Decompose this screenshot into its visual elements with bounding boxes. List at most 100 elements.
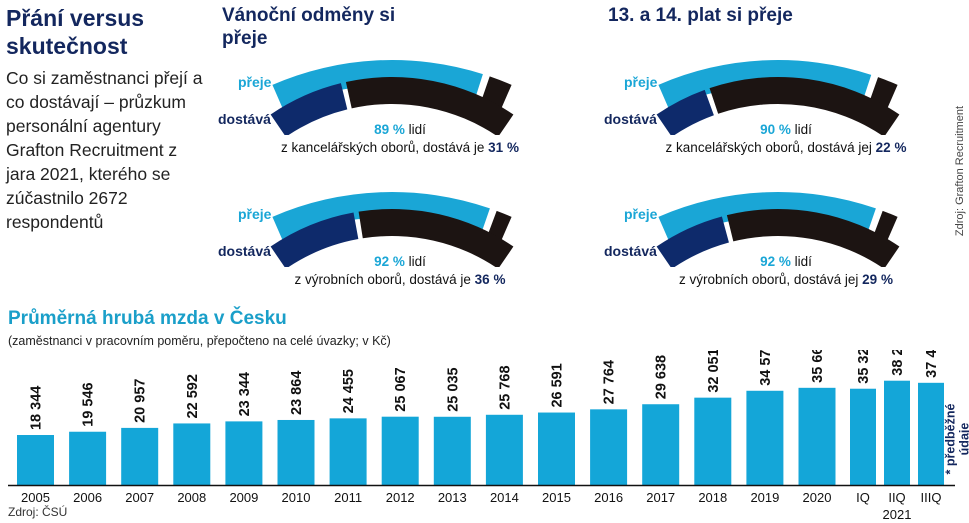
x-tick-label: 2017 xyxy=(646,490,675,505)
bar xyxy=(918,382,944,485)
get-arc-rest xyxy=(726,209,900,267)
get-arc-filled xyxy=(656,89,714,135)
bar-value-label: 25 035 xyxy=(445,367,461,411)
get-caption: z výrobních oborů, dostává je 36 % xyxy=(240,272,560,287)
want-arc-rest xyxy=(487,210,512,240)
x-tick-label: 2016 xyxy=(594,490,623,505)
get-arc-rest xyxy=(709,77,900,135)
get-caption: z kancelářských oborů, dostává je 31 % xyxy=(240,140,560,155)
x-tick-label: 2006 xyxy=(73,490,102,505)
gauge-panel: přeje dostává 92 % lidí z výrobních obor… xyxy=(586,132,969,287)
bar-value-label: 29 638 xyxy=(654,355,670,399)
bar-value-label: 24 455 xyxy=(341,369,357,413)
chart-title: Průměrná hrubá mzda v Česku xyxy=(8,308,287,329)
bar-value-label: 20 957 xyxy=(133,379,149,423)
want-caption: 89 % lidí xyxy=(260,122,540,137)
bar xyxy=(798,387,836,485)
bar xyxy=(69,431,107,485)
bar-value-label: 32 051 xyxy=(706,350,722,393)
get-percent: 29 % xyxy=(862,272,893,287)
want-label: přeje xyxy=(624,206,658,222)
bar xyxy=(884,380,910,485)
bar-value-label: 23 864 xyxy=(289,371,305,415)
x-tick-label: IIIQ xyxy=(921,490,942,505)
caption-text: z výrobních oborů, dostává jej xyxy=(679,272,859,287)
main-title: Přání versus skutečnost xyxy=(6,5,145,59)
get-caption: z kancelářských oborů, dostává jej 22 % xyxy=(626,140,946,155)
bar xyxy=(433,416,471,485)
section-title-christmas: Vánoční odměny si přeje xyxy=(222,5,396,49)
x-tick-label: 2013 xyxy=(438,490,467,505)
get-percent: 31 % xyxy=(488,140,519,155)
people-word: lidí xyxy=(794,254,812,269)
bar-value-label: 22 592 xyxy=(185,374,201,418)
want-percent: 90 % xyxy=(760,122,791,137)
bar-value-label: 25 768 xyxy=(497,365,513,409)
bar-value-label: 35 329* xyxy=(856,350,872,384)
x-tick-label: 2010 xyxy=(282,490,311,505)
people-word: lidí xyxy=(794,122,812,137)
bar xyxy=(173,423,211,485)
gauge-panel: přeje dostává 92 % lidí z výrobních obor… xyxy=(200,132,590,287)
get-label: dostává xyxy=(604,111,657,127)
bar-value-label: 38 275* xyxy=(890,350,906,376)
caption-text: z výrobních oborů, dostává je xyxy=(294,272,471,287)
bar xyxy=(381,416,419,485)
want-caption: 90 % lidí xyxy=(646,122,926,137)
gauge-panel: přeje dostává 90 % lidí z kancelářských … xyxy=(586,0,969,155)
chart-source: Zdroj: ČSÚ xyxy=(8,505,68,519)
intro-text: Co si zaměstnanci přejí a co dostávají –… xyxy=(6,68,203,232)
get-arc-filled xyxy=(656,216,729,267)
bar-value-label: 25 067 xyxy=(393,367,409,411)
x-group-label: 2021 xyxy=(883,507,912,522)
people-word: lidí xyxy=(408,254,426,269)
bar xyxy=(121,427,159,485)
want-caption: 92 % lidí xyxy=(646,254,926,269)
bar-value-label: 27 764 xyxy=(602,360,618,404)
want-percent: 92 % xyxy=(760,254,791,269)
get-percent: 22 % xyxy=(875,140,907,155)
bar xyxy=(694,397,732,485)
x-tick-label: 2011 xyxy=(334,490,362,505)
want-arc-rest xyxy=(869,77,898,108)
bar-value-label: 34 578 xyxy=(758,350,774,386)
x-tick-label: IIQ xyxy=(888,490,905,505)
bar xyxy=(485,414,523,485)
x-tick-label: 2008 xyxy=(177,490,206,505)
x-tick-label: 2012 xyxy=(386,490,415,505)
x-tick-label: 2020 xyxy=(803,490,832,505)
want-percent: 92 % xyxy=(374,254,405,269)
want-label: přeje xyxy=(238,74,272,90)
get-arc-rest xyxy=(345,77,514,135)
x-tick-label: IQ xyxy=(856,490,870,505)
want-arc-rest xyxy=(873,210,898,240)
want-percent: 89 % xyxy=(374,122,405,137)
gauge-panel: přeje dostává 89 % lidí z kancelářských … xyxy=(200,0,590,155)
bar xyxy=(225,421,263,485)
bar-chart: 18 344 2005 19 546 2006 20 957 2007 22 592 2008… xyxy=(8,350,955,522)
x-tick-label: 2019 xyxy=(750,490,779,505)
want-label: přeje xyxy=(238,206,272,222)
get-caption: z výrobních oborů, dostává jej 29 % xyxy=(626,272,946,287)
get-percent: 36 % xyxy=(474,272,506,287)
bar-value-label: 19 546 xyxy=(81,382,97,426)
survey-source: Zdroj: Grafton Recruitment xyxy=(954,105,966,237)
bar xyxy=(277,419,315,485)
get-arc-filled xyxy=(270,83,348,135)
want-caption: 92 % lidí xyxy=(260,254,540,269)
x-tick-label: 2014 xyxy=(490,490,519,505)
get-arc-rest xyxy=(358,209,514,267)
footnote-preliminary: * předběžné údaje xyxy=(943,403,969,475)
bar xyxy=(538,412,575,485)
x-tick-label: 2007 xyxy=(125,490,154,505)
bar-value-label: 23 344 xyxy=(237,372,253,416)
people-word: lidí xyxy=(408,122,426,137)
bar xyxy=(17,435,54,485)
chart-subtitle: (zaměstnanci v pracovním poměru, přepočt… xyxy=(8,334,391,348)
x-tick-label: 2009 xyxy=(229,490,258,505)
get-label: dostává xyxy=(218,111,271,127)
want-arc-rest xyxy=(481,76,512,108)
get-label: dostává xyxy=(218,243,271,259)
bar xyxy=(746,390,784,485)
